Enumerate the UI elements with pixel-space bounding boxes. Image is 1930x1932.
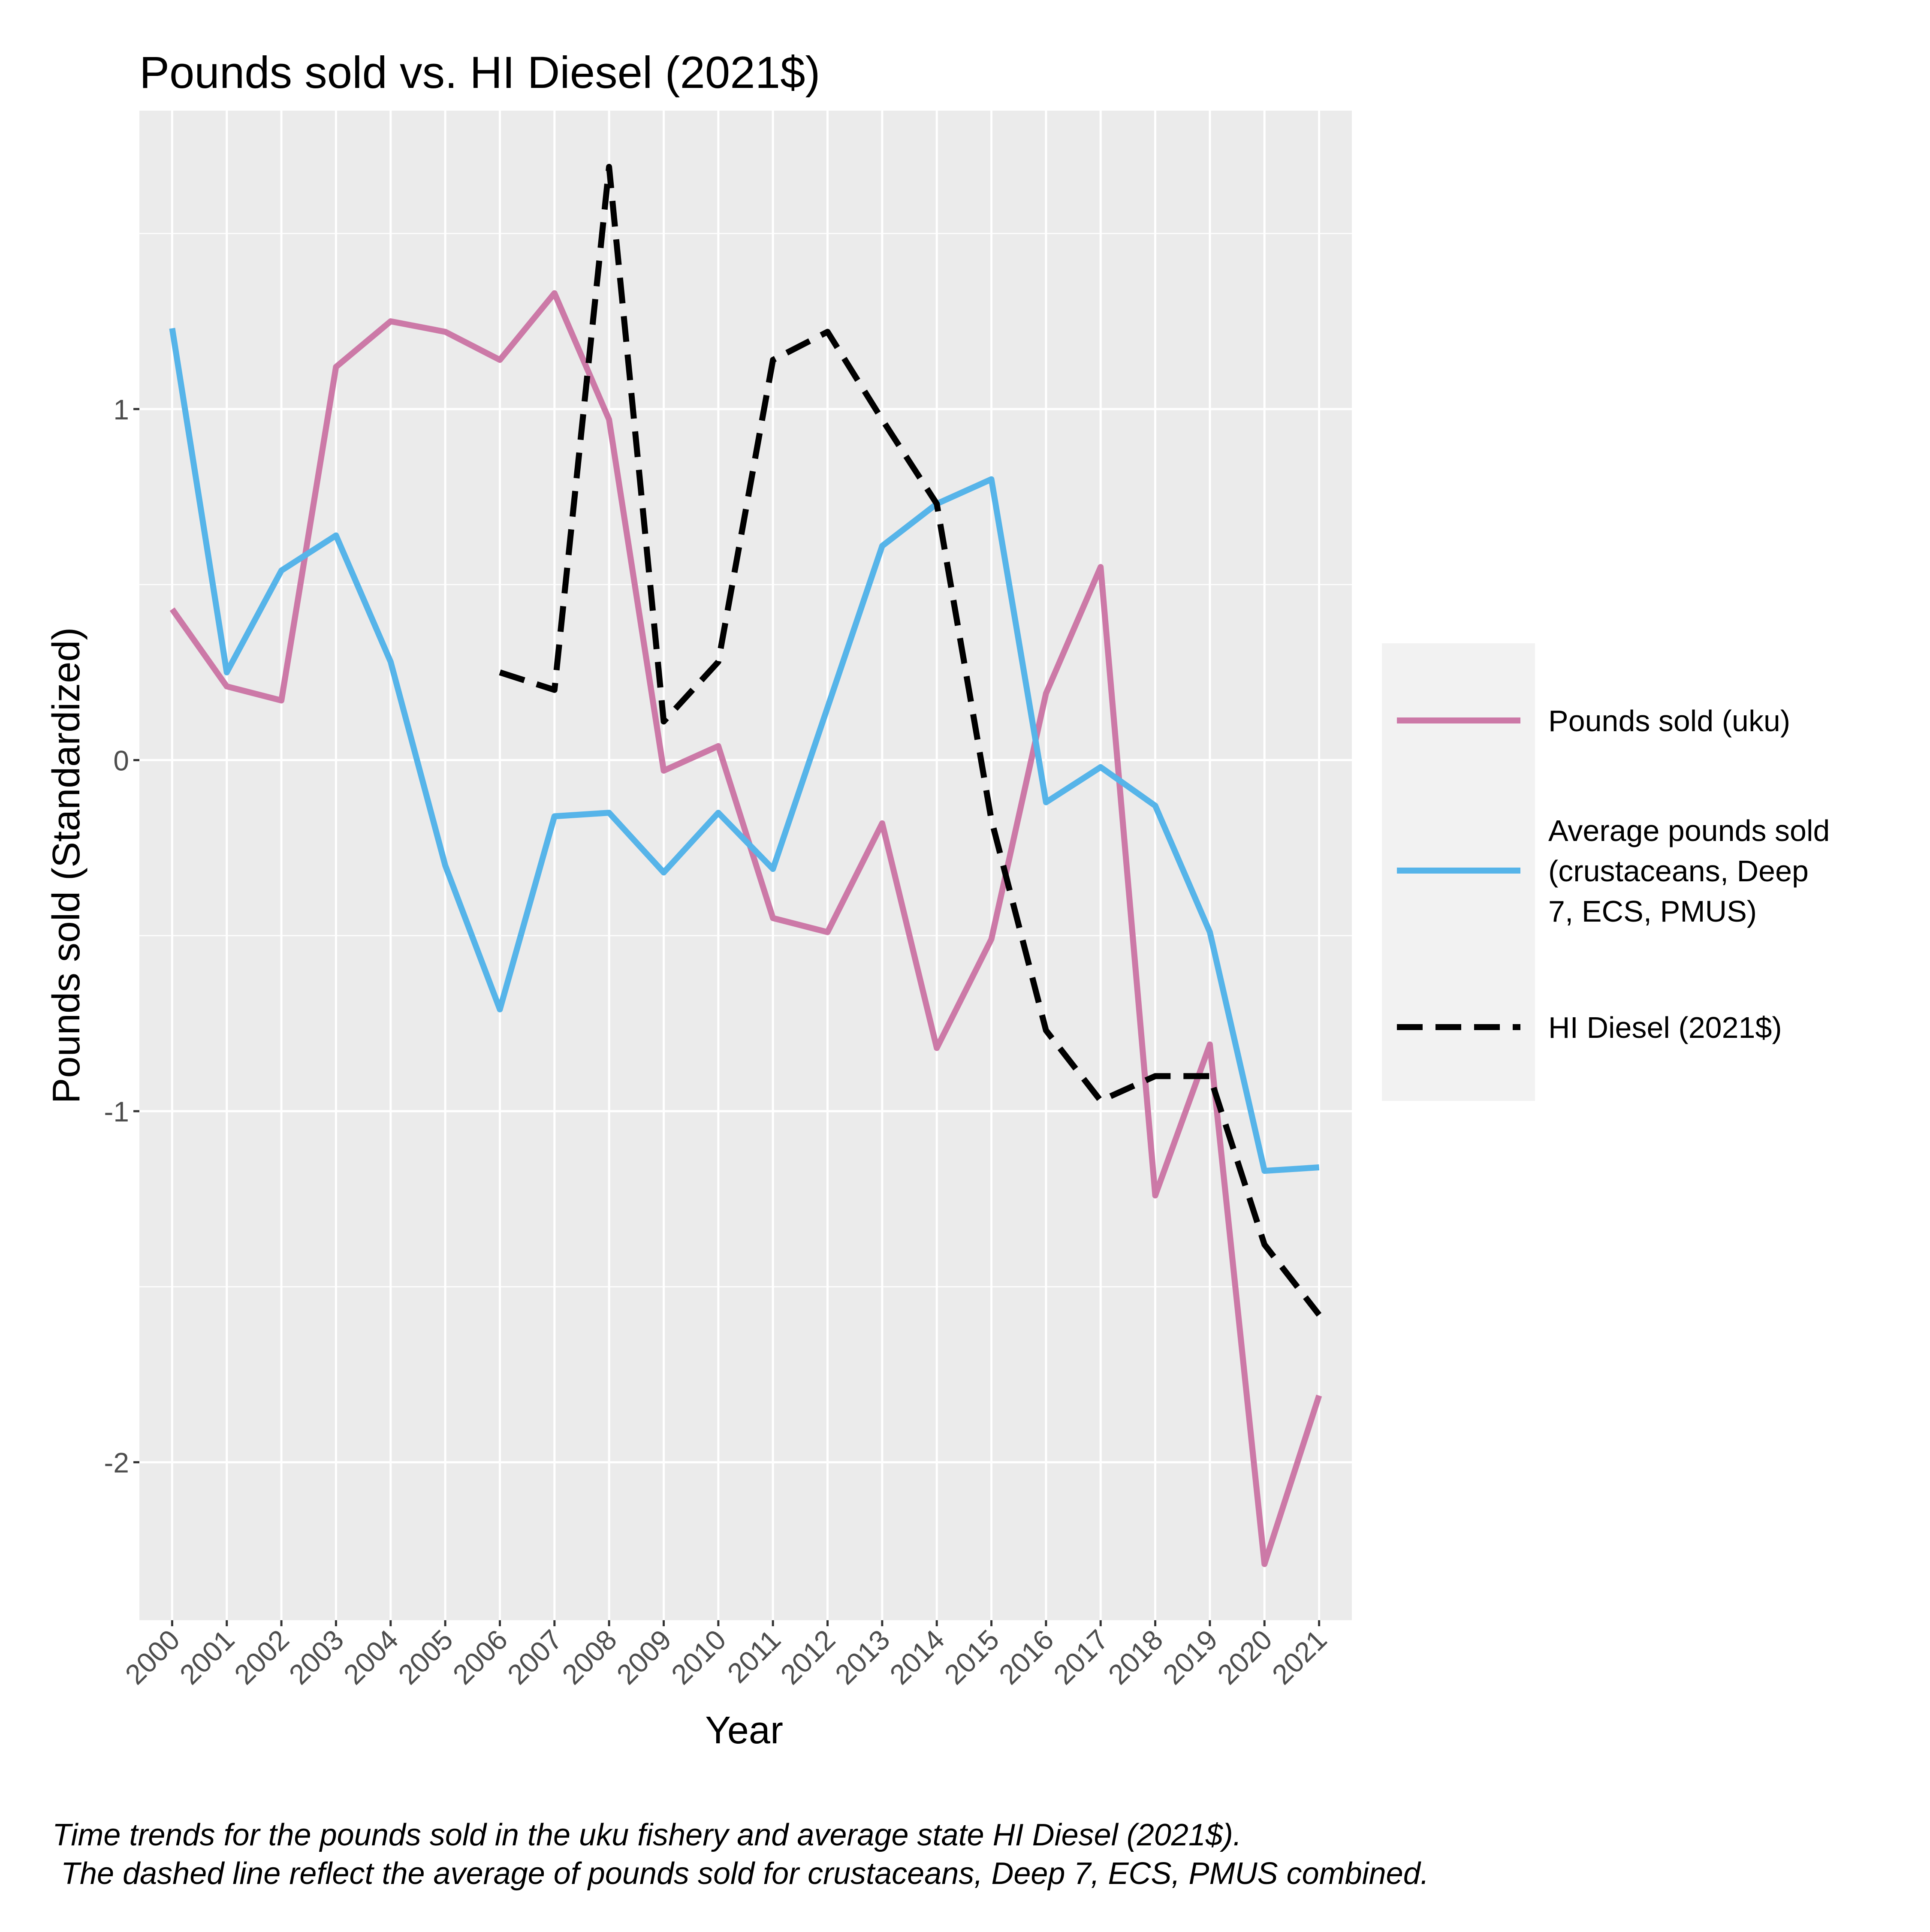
- x-axis-title: Year: [705, 1709, 783, 1752]
- y-tick-label: -2: [104, 1447, 129, 1479]
- data-series: [169, 164, 1322, 1567]
- caption-line-2: The dashed line reflect the average of p…: [52, 1857, 1429, 1891]
- legend-label-1: Pounds sold (uku): [1548, 704, 1790, 738]
- plot-panel: [139, 111, 1352, 1620]
- series-line-1: [169, 290, 1322, 1567]
- y-tick-label: 0: [113, 744, 129, 776]
- grid-lines: [139, 111, 1352, 1620]
- series-line-2: [169, 328, 1320, 1174]
- legend-label-3: HI Diesel (2021$): [1548, 1011, 1782, 1044]
- legend: Pounds sold (uku) Average pounds sold (cru…: [1397, 704, 1830, 1044]
- y-tick-label: 1: [113, 394, 129, 425]
- y-axis-title: Pounds sold (Standardized): [45, 627, 88, 1104]
- chart-title: Pounds sold vs. HI Diesel (2021$): [139, 48, 820, 98]
- y-axis: -2 -1 0 1: [104, 394, 139, 1479]
- caption-line-1: Time trends for the pounds sold in the u…: [52, 1818, 1242, 1852]
- series-line-3: [499, 164, 1322, 1317]
- legend-label-2: Average pounds sold (crustaceans, Deep 7, …: [1548, 814, 1830, 928]
- y-tick-label: -1: [104, 1096, 129, 1127]
